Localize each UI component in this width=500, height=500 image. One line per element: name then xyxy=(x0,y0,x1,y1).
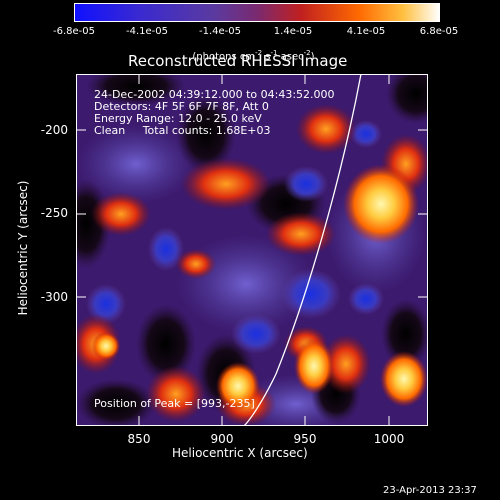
info-line-time: 24-Dec-2002 04:39:12.000 to 04:43:52.000 xyxy=(94,88,335,101)
colorbar-tick: 4.1e-05 xyxy=(346,26,386,37)
info-line-detectors: Detectors: 4F 5F 6F 7F 8F, Att 0 xyxy=(94,100,269,113)
y-tick-label: -200 xyxy=(40,123,68,137)
x-axis-label: Heliocentric X (arcsec) xyxy=(172,446,308,460)
colorbar-tick: 6.8e-05 xyxy=(419,26,459,37)
x-tick-label: 1000 xyxy=(373,432,405,446)
solar-limb-line xyxy=(243,74,362,426)
y-tick-label: -300 xyxy=(40,290,68,304)
colorbar-tick: -1.4e-05 xyxy=(199,26,241,37)
colorbar-tick: -4.1e-05 xyxy=(126,26,168,37)
y-axis-label: Heliocentric Y (arcsec) xyxy=(16,180,30,316)
footer-timestamp: 23-Apr-2013 23:37 xyxy=(383,485,477,496)
info-line-clean: Clean Total counts: 1.68E+03 xyxy=(94,124,271,137)
colorbar-unit: (photons cm-2 s-1 asec-2) xyxy=(192,49,315,63)
colorbar-tick: -6.8e-05 xyxy=(53,26,95,37)
x-tick-label: 850 xyxy=(127,432,151,446)
plot-title: Reconstructed RHESSI Image xyxy=(128,52,348,70)
image-panel xyxy=(76,74,428,426)
x-tick-label: 900 xyxy=(210,432,234,446)
info-line-energy: Energy Range: 12.0 - 25.0 keV xyxy=(94,112,262,125)
y-tick-label: -250 xyxy=(40,206,68,220)
colorbar xyxy=(74,3,440,22)
x-tick-label: 950 xyxy=(293,432,317,446)
peak-position-label: Position of Peak = [993,-235] xyxy=(94,397,255,410)
colorbar-tick: 1.4e-05 xyxy=(273,26,313,37)
